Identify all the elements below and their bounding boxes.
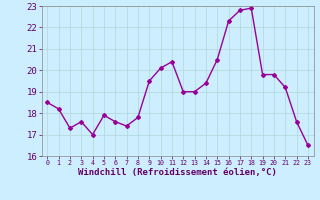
X-axis label: Windchill (Refroidissement éolien,°C): Windchill (Refroidissement éolien,°C): [78, 168, 277, 177]
